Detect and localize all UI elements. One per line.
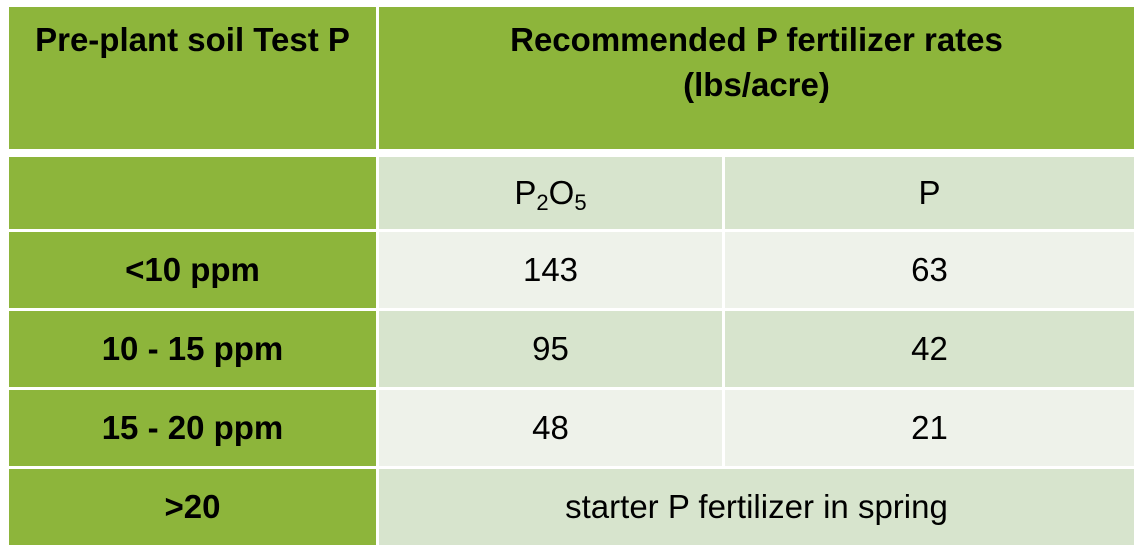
row-label: 10 - 15 ppm (101, 330, 284, 367)
subheader-p2o5-p: P (514, 174, 537, 211)
row-label: 15 - 20 ppm (101, 409, 284, 446)
starter-fertilizer-cell: starter P fertilizer in spring (376, 466, 1137, 548)
row-label-cell: 15 - 20 ppm (6, 387, 379, 469)
header-soil-test: Pre-plant soil Test P (6, 4, 379, 157)
p2o5-value-cell: 143 (376, 229, 725, 311)
p-value-cell: 21 (722, 387, 1137, 469)
p2o5-value-cell: 48 (376, 387, 725, 469)
subheader-p2o5-sub-2: 2 (536, 190, 549, 215)
row-label-cell: >20 (6, 466, 379, 548)
p2o5-value: 48 (532, 409, 569, 446)
subheader-p: P (722, 151, 1137, 232)
row-label: >20 (164, 488, 221, 525)
p-value: 21 (911, 409, 948, 446)
table-row-last: >20 starter P fertilizer in spring (6, 466, 1137, 548)
row-label-cell: <10 ppm (6, 229, 379, 311)
p-value-cell: 63 (722, 229, 1137, 311)
p-value: 42 (911, 330, 948, 367)
p-value: 63 (911, 251, 948, 288)
subheader-p2o5: P2O5 (376, 151, 725, 232)
table-row: 15 - 20 ppm 48 21 (6, 387, 1137, 469)
header-recommended-rates-label: Recommended P fertilizer rates (lbs/acre… (510, 21, 1003, 103)
p2o5-value: 95 (532, 330, 569, 367)
p-value-cell: 42 (722, 308, 1137, 390)
subheader-blank-cell (6, 151, 379, 232)
header-soil-test-label: Pre-plant soil Test P (35, 21, 350, 58)
table-row: 10 - 15 ppm 95 42 (6, 308, 1137, 390)
subheader-p2o5-sub-5: 5 (574, 190, 587, 215)
table-row: <10 ppm 143 63 (6, 229, 1137, 311)
row-label-cell: 10 - 15 ppm (6, 308, 379, 390)
table-subheader-row: P2O5 P (6, 151, 1137, 232)
table-header-row: Pre-plant soil Test P Recommended P fert… (6, 4, 1137, 157)
subheader-p-label: P (918, 174, 941, 211)
p2o5-value: 143 (522, 251, 579, 288)
row-label: <10 ppm (125, 251, 260, 288)
subheader-p2o5-o: O (548, 174, 575, 211)
p2o5-value-cell: 95 (376, 308, 725, 390)
header-recommended-rates: Recommended P fertilizer rates (lbs/acre… (376, 4, 1137, 157)
starter-fertilizer-note: starter P fertilizer in spring (565, 488, 948, 525)
fertilizer-rates-table: Pre-plant soil Test P Recommended P fert… (6, 4, 1137, 548)
